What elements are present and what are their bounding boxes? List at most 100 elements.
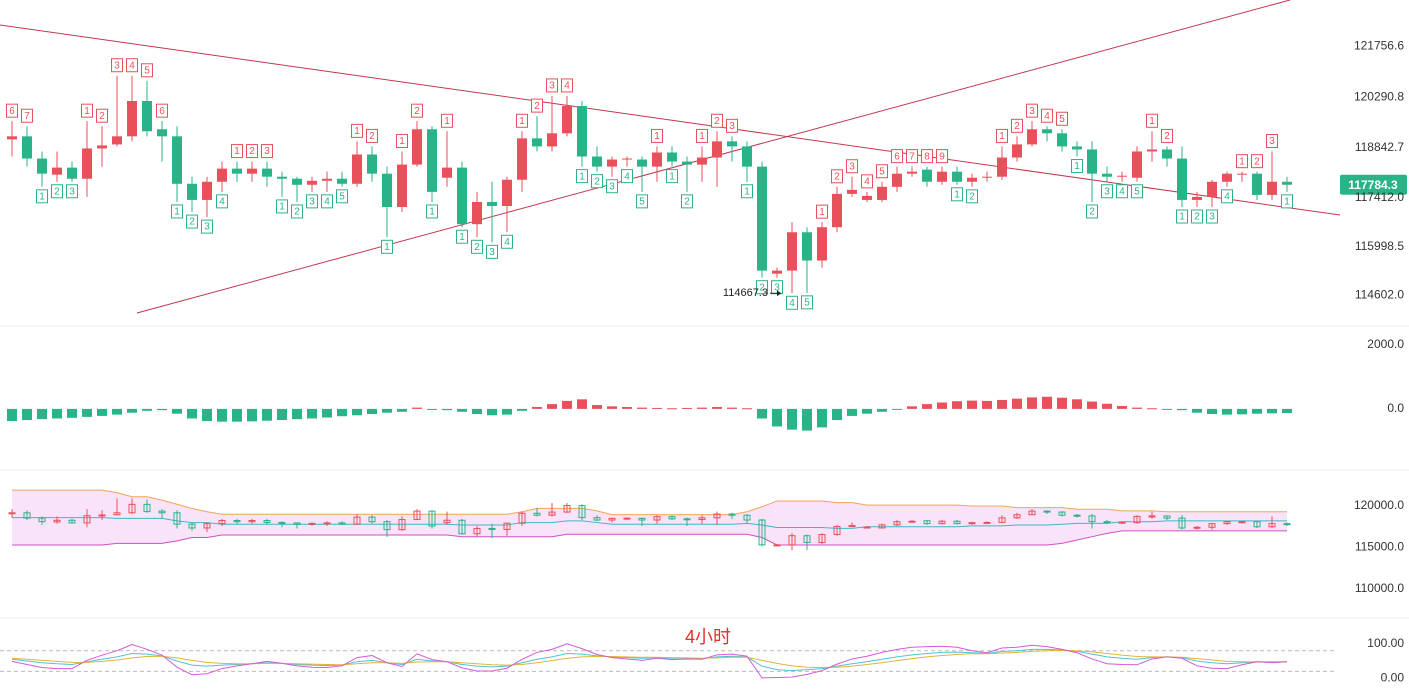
td-count: 2 (474, 242, 480, 253)
macd-bar (112, 408, 122, 415)
macd-bar (1132, 407, 1142, 409)
td-count: 5 (639, 197, 645, 208)
candle-body (202, 181, 212, 200)
macd-bar (1192, 408, 1202, 413)
td-count: 1 (999, 131, 1005, 142)
macd-bar (532, 406, 542, 409)
y-tick-label: 118842.7 (1355, 140, 1404, 154)
candle-body (548, 511, 556, 516)
candle-body (983, 521, 991, 524)
macd-bar (1207, 408, 1217, 415)
candle-body (37, 158, 47, 174)
candle-body (923, 520, 931, 525)
td-count-box (21, 108, 33, 123)
td-count: 2 (759, 282, 765, 293)
td-count-box (426, 204, 438, 219)
low-price-label: 114667.3 (723, 287, 768, 299)
candle-body (622, 158, 632, 160)
td-count: 1 (699, 131, 705, 142)
candle-body (67, 167, 77, 179)
candle-body (1117, 175, 1127, 177)
td-count-box (456, 229, 468, 244)
td-count-box (1041, 108, 1053, 123)
td-count: 1 (174, 207, 180, 218)
macd-bar (712, 406, 722, 409)
band-fill (12, 490, 1287, 546)
td-count: 4 (624, 171, 630, 182)
macd-bar (967, 400, 977, 409)
candle-body (353, 516, 361, 525)
macd-bar (997, 399, 1007, 409)
macd-bar (202, 408, 212, 422)
candle-body (233, 520, 241, 523)
td-count-box (621, 169, 633, 184)
td-count: 9 (939, 151, 945, 162)
td-count-box (1281, 194, 1293, 209)
td-count-box (1056, 111, 1068, 126)
candle-body (787, 232, 797, 271)
td-count-box (726, 118, 738, 133)
macd-bar (652, 407, 662, 409)
candle-body (517, 138, 527, 180)
candle-body (217, 168, 227, 182)
macd-bar (37, 408, 47, 420)
candle-body (173, 512, 181, 525)
macd-bar (1222, 408, 1232, 415)
candle-body (203, 523, 211, 529)
candle-body (1162, 149, 1172, 159)
upper-band (12, 489, 1287, 516)
candle-body (413, 510, 421, 521)
candle-body (952, 171, 962, 182)
candle-body (1072, 146, 1082, 150)
td-count-box (1131, 184, 1143, 199)
macd-bar (847, 408, 857, 416)
candle-body (1147, 149, 1157, 152)
td-count: 3 (729, 121, 735, 132)
candle-body (1282, 181, 1292, 185)
td-count: 1 (519, 116, 525, 127)
td-count: 1 (384, 242, 390, 253)
td-count: 1 (279, 202, 285, 213)
td-count-box (96, 108, 108, 123)
macd-bar (1267, 408, 1277, 414)
candle-body (7, 136, 17, 140)
macd-bar (262, 408, 272, 421)
candle-body (247, 168, 257, 174)
candle-body (593, 517, 601, 521)
td-count: 1 (1284, 197, 1290, 208)
candle-body (292, 178, 302, 185)
candle-body (953, 520, 961, 525)
td-count: 4 (1224, 191, 1230, 202)
middle-band (12, 517, 1287, 529)
candle-body (442, 167, 452, 178)
td-count-box (846, 159, 858, 174)
candle-body (728, 513, 736, 516)
td-count: 4 (864, 177, 870, 188)
candle-body (1088, 515, 1096, 523)
candle-body (1177, 158, 1187, 200)
candle-body (637, 159, 647, 167)
macd-bar (157, 408, 167, 411)
y-tick-label: 0.00 (1381, 670, 1405, 684)
td-count-box (321, 194, 333, 209)
td-count-box (6, 103, 18, 118)
td-count: 1 (84, 106, 90, 117)
td-count: 1 (459, 232, 465, 243)
candle-body (322, 178, 332, 181)
candle-body (352, 154, 362, 184)
td-count: 2 (189, 217, 195, 228)
td-count-box (606, 179, 618, 194)
candle-body (607, 159, 617, 167)
candle-body (878, 524, 886, 529)
macd-bar (427, 408, 437, 410)
candle-body (112, 136, 122, 145)
td-count-box (876, 164, 888, 179)
candle-body (307, 180, 317, 185)
td-count-box (636, 194, 648, 209)
td-count-box (1266, 133, 1278, 148)
macd-bar (52, 408, 62, 419)
td-count-box (1011, 118, 1023, 133)
td-count-box (1146, 113, 1158, 128)
candle-body (83, 515, 91, 524)
td-count-box (306, 194, 318, 209)
